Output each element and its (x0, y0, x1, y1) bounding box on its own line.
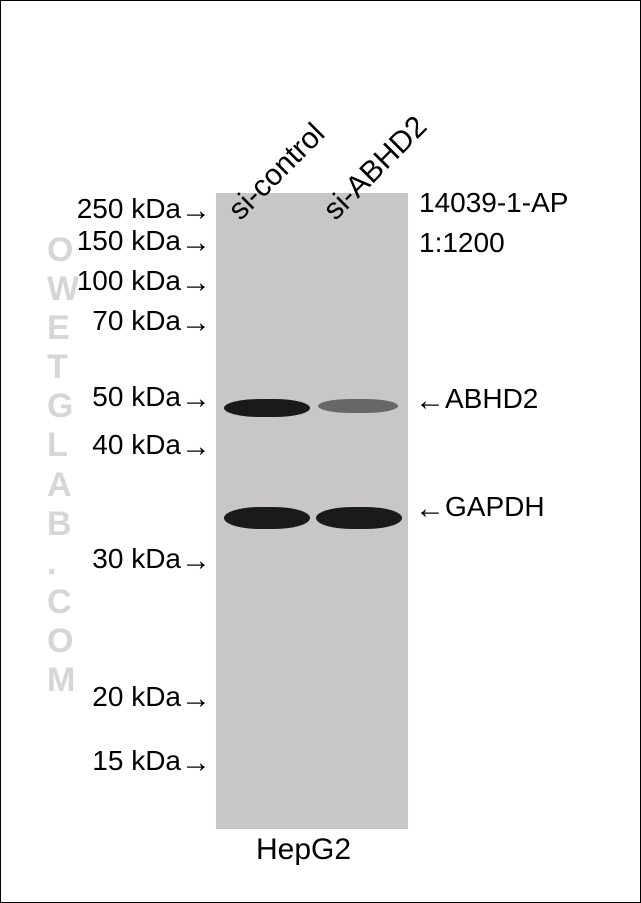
right-annotation: ←GAPDH (415, 491, 545, 524)
mw-marker: 50 kDa→ (92, 381, 211, 414)
watermark: OWETGLAB.COM (47, 231, 80, 700)
right-annotation: ←ABHD2 (415, 383, 538, 416)
arrow-left-icon: ← (415, 494, 445, 524)
protein-band (224, 507, 310, 529)
protein-band (224, 399, 310, 417)
watermark-char: A (47, 466, 80, 505)
western-blot-figure: OWETGLAB.COM si-controlsi-ABHD2 250 kDa→… (0, 0, 641, 903)
arrow-right-icon: → (181, 546, 211, 576)
mw-marker: 20 kDa→ (92, 681, 211, 714)
mw-marker: 30 kDa→ (92, 543, 211, 576)
mw-marker: 250 kDa→ (77, 193, 211, 226)
mw-marker: 15 kDa→ (92, 745, 211, 778)
right-annotation: 1:1200 (419, 227, 505, 259)
right-annotation: 14039-1-AP (419, 187, 568, 219)
watermark-char: T (47, 348, 80, 387)
mw-marker: 100 kDa→ (77, 265, 211, 298)
protein-band (316, 507, 402, 529)
arrow-right-icon: → (181, 432, 211, 462)
watermark-char: W (47, 270, 80, 309)
watermark-char: O (47, 622, 80, 661)
watermark-char: C (47, 583, 80, 622)
arrow-right-icon: → (181, 684, 211, 714)
arrow-right-icon: → (181, 308, 211, 338)
watermark-char: L (47, 426, 80, 465)
watermark-char: E (47, 309, 80, 348)
blot-membrane (216, 193, 408, 829)
watermark-char: O (47, 231, 80, 270)
watermark-char: . (47, 544, 80, 583)
mw-marker: 150 kDa→ (77, 225, 211, 258)
arrow-left-icon: ← (415, 386, 445, 416)
arrow-right-icon: → (181, 268, 211, 298)
cell-line-text: HepG2 (256, 833, 351, 866)
protein-band (318, 399, 398, 413)
arrow-right-icon: → (181, 384, 211, 414)
arrow-right-icon: → (181, 228, 211, 258)
watermark-char: B (47, 505, 80, 544)
mw-marker: 40 kDa→ (92, 429, 211, 462)
watermark-char: G (47, 387, 80, 426)
mw-marker: 70 kDa→ (92, 305, 211, 338)
cell-line-label: HepG2 (256, 833, 351, 867)
arrow-right-icon: → (181, 748, 211, 778)
arrow-right-icon: → (181, 196, 211, 226)
watermark-char: M (47, 661, 80, 700)
